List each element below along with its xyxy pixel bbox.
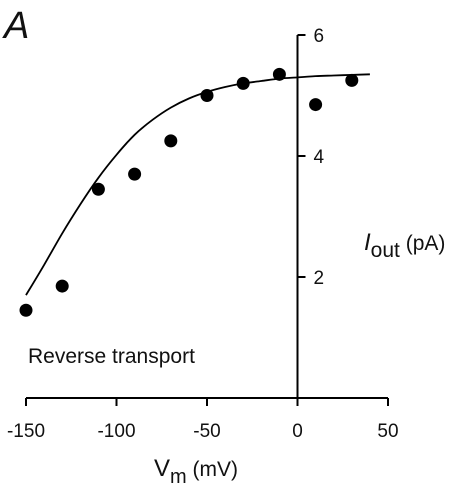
data-point (164, 134, 178, 148)
data-point (128, 167, 142, 181)
y-axis-label-main: I (364, 229, 371, 256)
x-tick-label: -100 (97, 421, 135, 442)
x-axis-label-sub: m (170, 466, 187, 484)
data-point (309, 98, 323, 112)
data-point (345, 73, 359, 87)
panel-label: A (2, 5, 29, 47)
y-axis-label: Iout (pA) (364, 229, 445, 262)
x-tick-label: 50 (377, 421, 398, 442)
y-axis-label-unit: (pA) (400, 232, 446, 255)
data-point (19, 303, 33, 317)
x-tick-label: -50 (193, 421, 220, 442)
data-point (91, 182, 105, 196)
fit-curve (25, 73, 370, 296)
y-tick-label: 6 (314, 26, 325, 47)
x-axis-label-unit: (mV) (187, 458, 238, 481)
x-axis-label: Vm (mV) (154, 455, 238, 484)
axes: -150 -100 -50 0 50 2 4 6 (7, 26, 399, 442)
x-axis-label-main: V (154, 455, 170, 482)
chart-marks (19, 67, 370, 317)
data-point (55, 279, 69, 293)
annotation-text: Reverse transport (28, 345, 195, 368)
y-tick-label: 4 (314, 147, 325, 168)
x-tick-label: -150 (7, 421, 45, 442)
y-axis-label-sub: out (371, 239, 400, 262)
x-tick-label: 0 (292, 421, 303, 442)
y-tick-label: 2 (314, 268, 325, 289)
